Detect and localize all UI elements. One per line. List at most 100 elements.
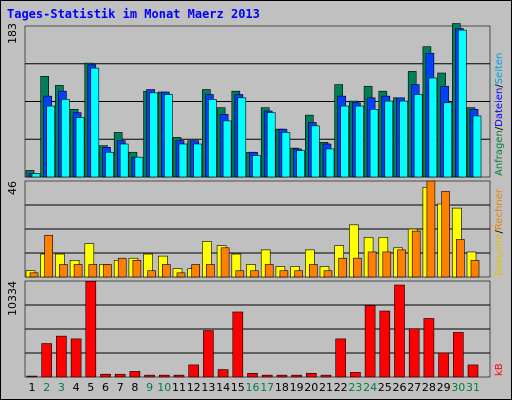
hosts-bar (162, 264, 171, 278)
kb-bar (335, 338, 347, 378)
day-tick-label: 26 (392, 381, 407, 394)
hosts-bar (367, 251, 377, 278)
pages-bar (178, 143, 188, 178)
kb-bar (173, 374, 185, 378)
pages-bar (340, 105, 350, 178)
hosts-bar (73, 264, 83, 278)
day-tick-label: 19 (289, 381, 304, 394)
kb-bar (114, 373, 126, 378)
pages-bar (134, 156, 144, 178)
pages-bar (75, 117, 85, 178)
kb-bar (261, 374, 273, 378)
kb-bar (217, 369, 229, 378)
pages-bar (61, 99, 70, 178)
hosts-bar (235, 270, 245, 278)
kb-bar (276, 374, 288, 378)
hosts-bar (441, 191, 450, 278)
pages-bar (369, 109, 379, 178)
kb-bar (129, 371, 141, 378)
day-tick-label: 7 (116, 381, 124, 394)
pages-bar (31, 173, 41, 178)
hosts-bar (191, 264, 200, 278)
day-tick-label: 4 (72, 381, 80, 394)
kb-bar (452, 332, 464, 378)
day-tick-label: 3 (57, 381, 65, 394)
hosts-bar (470, 260, 480, 278)
kb-bar (100, 373, 111, 378)
pages-bar (193, 143, 202, 178)
hosts-bar (88, 264, 98, 278)
kb-bar (320, 374, 332, 378)
day-tick-label: 20 (304, 381, 319, 394)
pages-bar (90, 67, 100, 178)
day-tick-label: 29 (436, 381, 451, 394)
pages-bar (281, 132, 291, 178)
kb-bar (379, 310, 391, 378)
day-tick-label: 24 (363, 381, 378, 394)
pages-bar (119, 143, 129, 178)
day-tick-label: 9 (146, 381, 154, 394)
hosts-bar (176, 272, 186, 278)
day-tick-label: 2 (43, 381, 51, 394)
day-tick-label: 30 (451, 381, 466, 394)
day-tick-label: 14 (216, 381, 231, 394)
kb-bar (70, 338, 82, 378)
pages-bar (164, 94, 173, 178)
hosts-bar (411, 230, 421, 278)
pages-bar (399, 100, 408, 178)
chart-title: Tages-Statistik im Monat Maerz 2013 (7, 7, 260, 21)
kb-bar (247, 372, 258, 378)
pages-bar (355, 105, 364, 178)
pages-bar (413, 94, 423, 178)
kb-bar (26, 375, 38, 378)
hosts-bar (279, 270, 289, 278)
kb-bar (438, 352, 449, 378)
kb-bar (203, 330, 214, 378)
hosts-bar (338, 257, 348, 278)
pages-bar (266, 112, 276, 178)
day-tick-label: 15 (230, 381, 245, 394)
day-tick-label: 8 (131, 381, 139, 394)
hosts-bar (308, 264, 318, 278)
kb-bar (41, 343, 53, 378)
day-tick-label: 13 (201, 381, 216, 394)
hosts-bar (397, 249, 406, 278)
pages-bar (222, 120, 232, 178)
hosts-bar (59, 264, 68, 278)
hosts-bar (220, 247, 230, 278)
kb-bar (56, 335, 67, 378)
kb-bar (305, 372, 317, 378)
hosts-bar (147, 270, 156, 278)
hosts-bar (455, 239, 465, 278)
day-tick-label: 31 (466, 381, 480, 394)
hosts-bar (44, 234, 54, 278)
kb-bar (423, 318, 435, 378)
day-tick-label: 5 (87, 381, 95, 394)
pages-bar (325, 148, 335, 178)
pages-bar (105, 151, 114, 178)
kb-bar (467, 364, 479, 378)
hosts-bar (382, 251, 392, 278)
day-tick-label: 28 (421, 381, 436, 394)
pages-bar (384, 100, 394, 178)
day-tick-label: 11 (172, 381, 186, 394)
hosts-bar (206, 264, 215, 278)
pages-bar (149, 92, 158, 178)
day-tick-label: 21 (319, 381, 333, 394)
kb-bar (291, 374, 302, 378)
hosts-bar (294, 270, 303, 278)
pages-bar (428, 77, 438, 178)
day-tick-label: 10 (157, 381, 172, 394)
kb-bar (364, 305, 376, 378)
hosts-bar (132, 260, 142, 278)
day-tick-label: 17 (260, 381, 275, 394)
pages-bar (46, 105, 56, 178)
kb-bar (144, 374, 155, 378)
pages-bar (457, 29, 467, 178)
pages-bar (472, 115, 482, 178)
pages-bar (237, 97, 247, 178)
day-tick-label: 6 (102, 381, 109, 394)
kb-bar (394, 284, 405, 378)
day-tick-label: 18 (274, 381, 289, 394)
